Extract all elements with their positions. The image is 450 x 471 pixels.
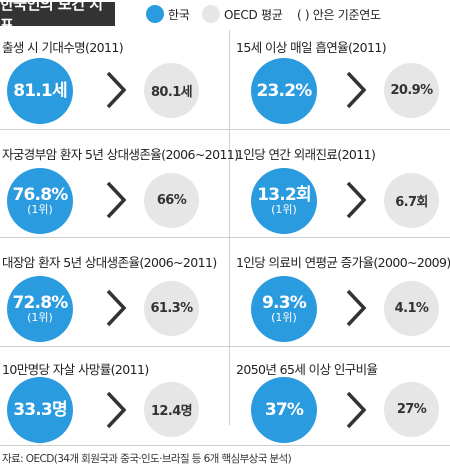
oecd-value-circle: 61.3%	[144, 281, 199, 336]
indicator-suicide-rate: 10만명당 자살 사망률(2011) 33.3명 12.4명	[2, 354, 227, 451]
korea-legend-label: 한국	[168, 8, 190, 22]
indicator-label: 2050년 65세 이상 인구비율	[236, 362, 378, 377]
korea-value-circle: 9.3% (1위)	[251, 276, 317, 342]
oecd-legend-dot	[202, 5, 220, 23]
korea-value: 9.3%	[262, 292, 307, 313]
oecd-value-circle: 66%	[144, 173, 199, 228]
chevron-right-icon	[106, 71, 127, 109]
korea-value-circle: 37%	[251, 377, 317, 443]
chevron-right-icon	[346, 71, 367, 109]
korea-value-circle: 33.3명	[7, 377, 73, 443]
chevron-right-icon	[106, 391, 127, 429]
indicator-label: 출생 시 기대수명(2011)	[2, 40, 124, 55]
oecd-value: 61.3%	[150, 301, 193, 316]
indicator-label: 자궁경부암 환자 5년 상대생존율(2006~2011)	[2, 147, 239, 162]
indicator-label: 대장암 환자 5년 상대생존율(2006~2011)	[2, 255, 217, 270]
korea-value: 13.2회	[257, 184, 311, 205]
indicator-cervical-cancer-survival: 자궁경부암 환자 5년 상대생존율(2006~2011) 76.8% (1위) …	[2, 139, 239, 236]
indicator-label: 15세 이상 매일 흡연율(2011)	[236, 40, 387, 55]
indicator-outpatient-visits: 1인당 연간 외래진료(2011) 13.2회 (1위) 6.7회	[236, 139, 450, 236]
rank-badge: (1위)	[271, 203, 297, 217]
chevron-right-icon	[346, 391, 367, 429]
chevron-right-icon	[346, 289, 367, 327]
year-note-label: ( ) 안은 기준연도	[297, 8, 381, 22]
oecd-value-circle: 4.1%	[384, 281, 439, 336]
oecd-legend-label: OECD 평균	[224, 8, 283, 22]
indicator-life-expectancy: 출생 시 기대수명(2011) 81.1세 80.1세	[2, 32, 227, 129]
row-divider-2	[0, 237, 450, 238]
source-note: 자료: OECD(34개 회원국과 중국·인도·브라질 등 6개 핵심부상국 분…	[2, 453, 292, 465]
oecd-value: 27%	[396, 402, 427, 417]
oecd-value: 6.7회	[395, 195, 428, 210]
oecd-value-circle: 27%	[384, 382, 439, 437]
oecd-value-circle: 20.9%	[384, 63, 439, 118]
korea-value-circle: 23.2%	[251, 58, 317, 124]
indicator-label: 10만명당 자살 사망률(2011)	[2, 362, 149, 377]
oecd-value: 12.4명	[150, 404, 193, 419]
indicator-elderly-population-ratio: 2050년 65세 이상 인구비율 37% 27%	[236, 354, 450, 451]
oecd-value-circle: 12.4명	[144, 382, 199, 437]
indicator-label: 1인당 연간 외래진료(2011)	[236, 147, 376, 162]
chevron-right-icon	[106, 289, 127, 327]
oecd-value-circle: 80.1세	[144, 63, 199, 118]
rank-badge: (1위)	[27, 203, 53, 217]
rank-badge: (1위)	[27, 311, 53, 325]
chevron-right-icon	[106, 181, 127, 219]
indicator-smoking-rate: 15세 이상 매일 흡연율(2011) 23.2% 20.9%	[236, 32, 450, 129]
korea-value-circle: 13.2회 (1위)	[251, 168, 317, 234]
row-divider-1	[0, 129, 450, 130]
chevron-right-icon	[346, 181, 367, 219]
korea-value: 37%	[264, 399, 304, 420]
korea-value: 81.1세	[13, 80, 67, 101]
korea-value: 33.3명	[13, 399, 67, 420]
oecd-value: 4.1%	[394, 301, 429, 316]
korea-value: 76.8%	[12, 184, 69, 205]
indicator-label: 1인당 의료비 연평균 증가율(2000~2009)	[236, 255, 450, 270]
oecd-value: 20.9%	[390, 83, 433, 98]
korea-value: 23.2%	[256, 80, 313, 101]
footer-divider	[0, 445, 450, 446]
oecd-value-circle: 6.7회	[384, 173, 439, 228]
indicator-colorectal-cancer-survival: 대장암 환자 5년 상대생존율(2006~2011) 72.8% (1위) 61…	[2, 247, 227, 344]
korea-legend-dot	[146, 5, 164, 23]
rank-badge: (1위)	[271, 311, 297, 325]
korea-value: 72.8%	[12, 292, 69, 313]
page-title: 한국인의 보건 지표	[0, 0, 115, 34]
korea-value-circle: 76.8% (1위)	[7, 168, 73, 234]
korea-value-circle: 72.8% (1위)	[7, 276, 73, 342]
column-divider	[229, 30, 230, 425]
indicator-health-spending-growth: 1인당 의료비 연평균 증가율(2000~2009) 9.3% (1위) 4.1…	[236, 247, 450, 344]
header: 한국인의 보건 지표 한국 OECD 평균 ( ) 안은 기준연도	[0, 0, 450, 34]
oecd-value: 80.1세	[150, 85, 193, 100]
oecd-value: 66%	[156, 193, 187, 208]
row-divider-3	[0, 346, 450, 347]
korea-value-circle: 81.1세	[7, 58, 73, 124]
